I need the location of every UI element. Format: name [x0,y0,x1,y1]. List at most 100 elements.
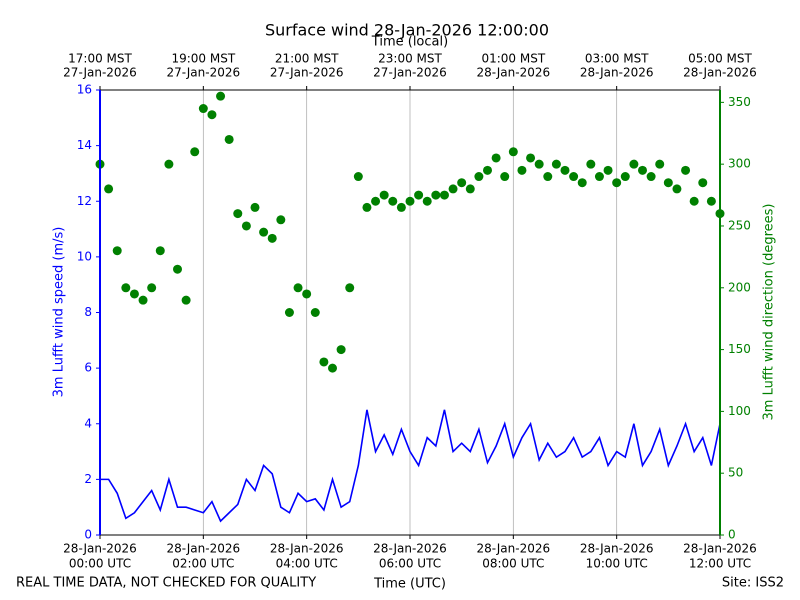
wind-direction-point [457,178,467,188]
x-tick-label: 28-Jan-2026 [683,542,757,556]
wind-direction-point [638,165,647,175]
x-tick-label: 04:00 UTC [276,557,338,571]
wind-direction-point [293,283,303,293]
wind-direction-point [173,264,182,274]
x-tick-label: 28-Jan-2026 [63,542,137,556]
wind-direction-point [241,221,251,231]
x-axis-label: Time (UTC) [373,577,446,592]
x-tick-label: 28-Jan-2026 [167,542,241,556]
wind-direction-point [371,196,381,206]
x2-tick-label: 27-Jan-2026 [373,66,447,80]
wind-direction-point [121,283,131,293]
y2-tick-label: 50 [728,466,743,480]
y2-tick-label: 150 [728,342,751,356]
wind-direction-point [603,165,613,175]
wind-direction-point [319,357,329,367]
wind-direction-point [336,345,346,355]
wind-direction-point [586,159,596,169]
site-label: Site: ISS2 [722,576,784,591]
wind-direction-point [112,246,122,256]
wind-direction-point [310,308,320,317]
wind-direction-point [207,110,217,120]
y-tick-label: 10 [77,249,92,263]
x2-tick-label: 17:00 MST [68,52,132,66]
y2-tick-label: 200 [728,280,751,294]
wind-direction-point [276,215,286,225]
wind-direction-point [155,246,165,256]
wind-direction-point [129,289,139,299]
x2-tick-label: 21:00 MST [275,52,339,66]
wind-direction-point [465,184,475,194]
y-tick-label: 12 [77,194,92,208]
wind-direction-point [577,178,587,188]
y-tick-label: 2 [84,472,92,486]
x2-tick-label: 27-Jan-2026 [167,66,241,80]
x2-tick-label: 03:00 MST [585,52,649,66]
wind-direction-point [646,172,656,182]
y-axis-label: 3m Lufft wind speed (m/s) [52,227,67,398]
wind-direction-point [181,295,191,305]
y-tick-label: 16 [77,83,92,97]
wind-direction-point [431,190,441,200]
x2-axis-label: Time (local) [371,35,448,50]
x2-tick-label: 05:00 MST [688,52,752,66]
y-tick-label: 8 [84,305,92,319]
wind-direction-point [491,153,501,163]
x2-tick-label: 28-Jan-2026 [683,66,757,80]
wind-direction-point [259,227,269,237]
wind-direction-point [672,184,682,194]
wind-direction-point [250,202,260,212]
x-tick-label: 06:00 UTC [379,557,441,571]
wind-direction-point [198,104,208,114]
x-tick-label: 12:00 UTC [689,557,751,571]
wind-direction-point [422,196,432,206]
wind-direction-point [302,289,312,299]
y2-tick-label: 350 [728,95,751,109]
wind-direction-point [517,165,527,175]
y-tick-label: 14 [77,138,92,152]
x-tick-label: 08:00 UTC [482,557,544,571]
y2-tick-label: 100 [728,404,751,418]
wind-speed-line [100,409,721,523]
x-tick-label: 02:00 UTC [172,557,234,571]
x2-tick-label: 23:00 MST [378,52,442,66]
y-tick-label: 6 [84,361,92,375]
wind-direction-point [594,172,604,182]
chart-title: Surface wind 28-Jan-2026 12:00:00 [265,21,549,40]
wind-direction-point [224,134,234,144]
y2-axis-label: 3m Lufft wind direction (degrees) [762,204,777,421]
x2-tick-label: 19:00 MST [171,52,235,66]
x-tick-label: 28-Jan-2026 [477,542,551,556]
wind-direction-point [698,178,708,188]
wind-direction-point [396,202,406,212]
wind-direction-point [689,196,699,206]
wind-direction-point [620,172,630,182]
wind-direction-point [569,172,579,182]
wind-direction-point [147,283,157,293]
wind-direction-point [500,172,510,182]
wind-direction-point [328,363,337,373]
x-tick-label: 28-Jan-2026 [373,542,447,556]
wind-direction-point [405,196,415,206]
wind-direction-point [551,159,561,169]
x2-tick-label: 27-Jan-2026 [63,66,137,80]
wind-direction-point [681,165,691,175]
wind-direction-point [267,233,277,243]
wind-direction-point [612,178,622,188]
wind-direction-point [104,184,114,194]
x-tick-label: 00:00 UTC [69,557,131,571]
wind-direction-point [164,159,174,169]
wind-direction-point [414,190,424,200]
wind-direction-point [138,295,148,305]
wind-direction-point [560,165,570,175]
x2-tick-label: 28-Jan-2026 [580,66,654,80]
wind-direction-point [190,147,200,157]
y2-tick-label: 0 [728,528,736,542]
wind-direction-point [655,159,665,169]
wind-direction-point [508,147,518,157]
x-tick-label: 28-Jan-2026 [580,542,654,556]
wind-direction-point [448,184,458,194]
y-tick-label: 0 [84,528,92,542]
footer-note: REAL TIME DATA, NOT CHECKED FOR QUALITY [16,576,316,591]
